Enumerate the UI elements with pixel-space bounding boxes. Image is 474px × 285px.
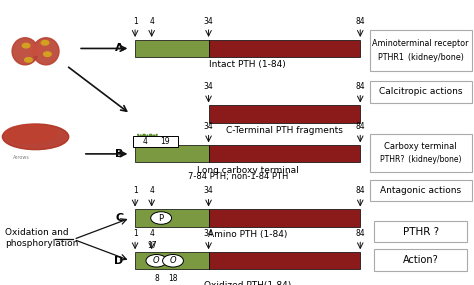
Text: PTHR?  (kidney/bone): PTHR? (kidney/bone) xyxy=(380,155,461,164)
Text: 4: 4 xyxy=(143,137,148,146)
Ellipse shape xyxy=(33,38,59,65)
Text: P: P xyxy=(159,213,164,223)
FancyBboxPatch shape xyxy=(135,209,209,227)
Text: Oxidized PTH(1-84): Oxidized PTH(1-84) xyxy=(204,281,292,285)
Text: 84: 84 xyxy=(356,82,365,91)
Text: C: C xyxy=(115,213,123,223)
Text: Oxidation and
phosphorylation: Oxidation and phosphorylation xyxy=(5,228,78,248)
Text: 84: 84 xyxy=(356,122,365,131)
Text: 19: 19 xyxy=(160,137,170,146)
Text: B: B xyxy=(115,149,123,159)
Circle shape xyxy=(44,52,51,56)
Text: O: O xyxy=(153,256,160,265)
Text: 1: 1 xyxy=(133,186,137,195)
FancyBboxPatch shape xyxy=(370,30,472,71)
Text: 1: 1 xyxy=(133,17,137,26)
Text: 4: 4 xyxy=(149,17,154,26)
Text: 18: 18 xyxy=(168,274,178,284)
FancyBboxPatch shape xyxy=(209,209,360,227)
Text: 1: 1 xyxy=(133,229,137,238)
FancyBboxPatch shape xyxy=(209,145,360,162)
Text: C-Terminal PTH fragments: C-Terminal PTH fragments xyxy=(226,126,343,135)
Text: PTHR ?: PTHR ? xyxy=(402,227,439,237)
FancyBboxPatch shape xyxy=(209,105,360,123)
Text: 34: 34 xyxy=(204,229,213,238)
Circle shape xyxy=(163,255,183,267)
FancyBboxPatch shape xyxy=(135,40,209,57)
Ellipse shape xyxy=(29,44,41,56)
FancyBboxPatch shape xyxy=(209,252,360,269)
Text: Aminoterminal receptor: Aminoterminal receptor xyxy=(373,39,469,48)
Text: 4: 4 xyxy=(149,229,154,238)
FancyBboxPatch shape xyxy=(370,134,472,172)
Ellipse shape xyxy=(5,125,57,143)
Text: PTHR1  (kidney/bone): PTHR1 (kidney/bone) xyxy=(378,53,464,62)
Text: O: O xyxy=(170,256,176,265)
Text: 84: 84 xyxy=(356,186,365,195)
Text: Action?: Action? xyxy=(403,255,438,265)
FancyBboxPatch shape xyxy=(370,180,472,201)
FancyBboxPatch shape xyxy=(374,221,467,242)
Circle shape xyxy=(22,43,30,48)
Ellipse shape xyxy=(2,124,69,150)
Text: Amino PTH (1-84): Amino PTH (1-84) xyxy=(208,230,287,239)
Text: 17: 17 xyxy=(147,241,156,250)
Circle shape xyxy=(146,255,167,267)
Text: 7-84 PTH; non-1-84 PTH: 7-84 PTH; non-1-84 PTH xyxy=(188,172,288,181)
FancyBboxPatch shape xyxy=(133,136,178,147)
Circle shape xyxy=(25,58,32,62)
FancyBboxPatch shape xyxy=(374,249,467,271)
Text: 34: 34 xyxy=(204,186,213,195)
Text: Antagonic actions: Antagonic actions xyxy=(380,186,461,195)
Text: Long carboxy terminal: Long carboxy terminal xyxy=(197,166,299,175)
Text: 34: 34 xyxy=(204,82,213,91)
Text: Calcitropic actions: Calcitropic actions xyxy=(379,87,463,96)
Text: D: D xyxy=(114,256,123,266)
Text: 34: 34 xyxy=(204,17,213,26)
FancyBboxPatch shape xyxy=(135,252,209,269)
Text: A: A xyxy=(115,43,123,54)
Text: 8: 8 xyxy=(154,274,159,284)
Text: 84: 84 xyxy=(356,229,365,238)
FancyBboxPatch shape xyxy=(370,81,472,103)
FancyBboxPatch shape xyxy=(209,40,360,57)
Text: 4: 4 xyxy=(149,186,154,195)
Text: 84: 84 xyxy=(356,17,365,26)
Circle shape xyxy=(151,212,172,224)
FancyBboxPatch shape xyxy=(135,145,209,162)
Text: Carboxy terminal: Carboxy terminal xyxy=(384,142,457,151)
Text: Arrows: Arrows xyxy=(13,155,30,160)
Text: Intact PTH (1-84): Intact PTH (1-84) xyxy=(210,60,286,70)
Text: 34: 34 xyxy=(204,122,213,131)
Circle shape xyxy=(41,40,49,45)
Ellipse shape xyxy=(12,38,38,65)
